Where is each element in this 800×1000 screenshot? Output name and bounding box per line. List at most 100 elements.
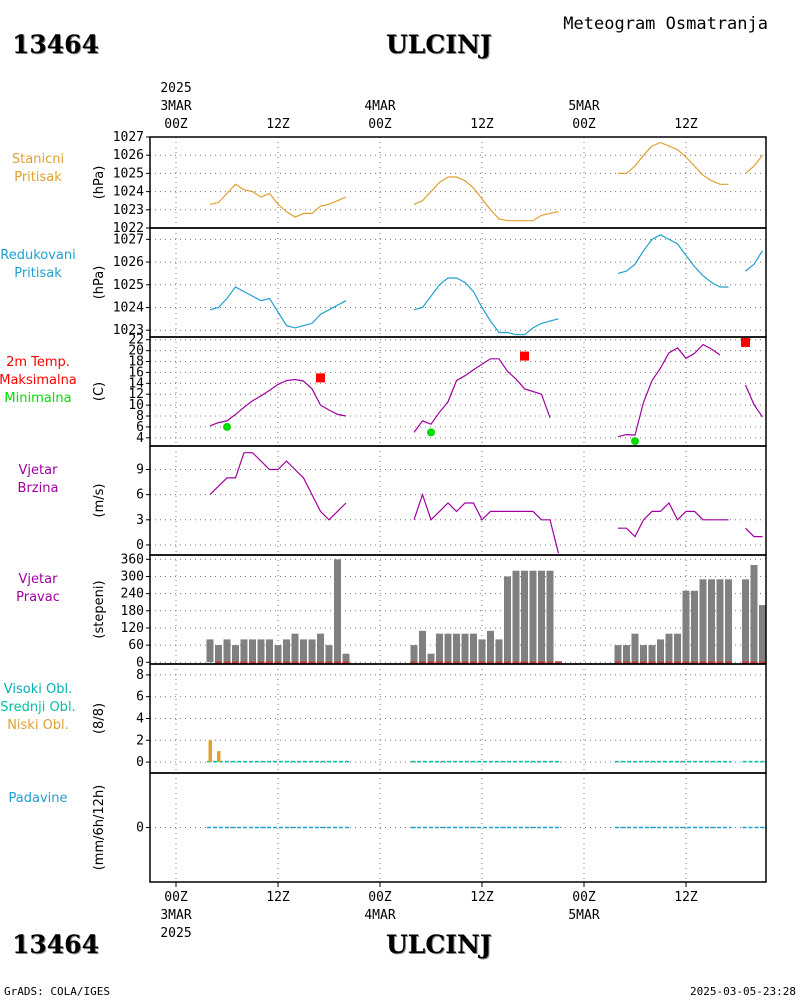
ylabel-dir: (stepeni) bbox=[92, 580, 107, 638]
wind-direction-base bbox=[436, 661, 443, 665]
ylabel-cloud: (8/8) bbox=[92, 703, 107, 734]
wind-direction-bar bbox=[725, 579, 732, 663]
wind-direction-base bbox=[657, 661, 664, 665]
wind-direction-base bbox=[240, 661, 248, 665]
panel-label-temp: Maksimalna bbox=[0, 373, 77, 388]
wind-direction-bar bbox=[529, 570, 537, 663]
wind-direction-bar bbox=[716, 579, 724, 663]
ytick-label-cloud: 2 bbox=[136, 733, 144, 748]
wind-direction-base bbox=[470, 661, 477, 665]
ytick-label-temp: 14 bbox=[128, 376, 144, 391]
series-line-temp bbox=[209, 378, 347, 427]
ytick-label-p1: 1027 bbox=[113, 130, 144, 145]
hour-label-bottom: 00Z bbox=[164, 890, 188, 905]
wind-direction-base bbox=[478, 661, 486, 665]
hour-label-top: 00Z bbox=[572, 117, 596, 132]
hour-label-bottom: 12Z bbox=[470, 890, 494, 905]
panel-frame-cloud bbox=[149, 663, 767, 774]
ytick-label-temp: 4 bbox=[136, 431, 144, 446]
wind-direction-bar bbox=[759, 605, 766, 663]
wind-direction-base bbox=[274, 661, 282, 665]
panel-label-temp: 2m Temp. bbox=[6, 355, 70, 370]
wind-direction-bar bbox=[538, 570, 545, 663]
wind-direction-bar bbox=[691, 590, 698, 663]
wind-direction-base bbox=[283, 661, 290, 665]
wind-direction-bar bbox=[665, 633, 673, 663]
panel-label-wind: Brzina bbox=[18, 481, 59, 496]
wind-direction-bar bbox=[436, 633, 443, 663]
wind-direction-bar bbox=[274, 645, 282, 663]
wind-direction-bar bbox=[504, 576, 511, 663]
panel-frame-p1 bbox=[149, 136, 767, 229]
panel-label-temp: Minimalna bbox=[4, 391, 71, 406]
ytick-label-p2: 1024 bbox=[113, 300, 144, 315]
series-line-p2 bbox=[413, 277, 559, 336]
wind-direction-base bbox=[750, 661, 758, 665]
ytick-label-p1: 1024 bbox=[113, 185, 144, 200]
ytick-label-temp: 10 bbox=[128, 398, 144, 413]
wind-direction-bar bbox=[750, 565, 758, 663]
wind-direction-base bbox=[699, 661, 707, 665]
ylabel-p1: (hPa) bbox=[92, 166, 107, 200]
series-line-p2 bbox=[209, 286, 347, 329]
ytick-label-temp: 8 bbox=[136, 409, 144, 424]
wind-direction-base bbox=[555, 661, 562, 665]
date-label-bottom: 5MAR bbox=[568, 908, 599, 923]
wind-direction-base bbox=[691, 661, 698, 665]
wind-direction-base bbox=[223, 661, 231, 665]
panel-label-p2: Pritisak bbox=[14, 266, 62, 281]
wind-direction-base bbox=[419, 661, 426, 665]
panel-frame-wind bbox=[149, 445, 767, 556]
ytick-label-dir: 180 bbox=[121, 604, 144, 619]
ytick-label-temp: 12 bbox=[128, 387, 144, 402]
series-line-p1 bbox=[209, 183, 347, 218]
wind-direction-bar bbox=[334, 559, 341, 663]
wind-direction-bar bbox=[206, 639, 214, 663]
min-temp-marker bbox=[631, 437, 639, 446]
wind-direction-bar bbox=[232, 645, 239, 663]
wind-direction-base bbox=[461, 661, 469, 665]
hour-label-top: 12Z bbox=[266, 117, 290, 132]
ytick-label-temp: 22 bbox=[128, 333, 144, 348]
wind-direction-base bbox=[444, 661, 452, 665]
wind-direction-bar bbox=[708, 579, 715, 663]
hour-label-bottom: 00Z bbox=[368, 890, 392, 905]
series-line-p2 bbox=[745, 250, 764, 272]
wind-direction-bar bbox=[419, 630, 426, 663]
ytick-label-p1: 1022 bbox=[113, 221, 144, 236]
wind-direction-base bbox=[308, 661, 316, 665]
ylabel-precip: (mm/6h/12h) bbox=[92, 785, 107, 871]
min-temp-marker bbox=[427, 428, 435, 437]
panel-label-precip: Padavine bbox=[9, 791, 68, 806]
panel-label-cloud: Visoki Obl. bbox=[4, 682, 72, 697]
series-line-p2 bbox=[617, 234, 729, 288]
wind-direction-base bbox=[665, 661, 673, 665]
wind-direction-base bbox=[410, 661, 418, 665]
panel-label-cloud: Srednji Obl. bbox=[0, 700, 75, 715]
ylabel-temp: (C) bbox=[92, 382, 107, 401]
wind-direction-base bbox=[614, 661, 622, 665]
hour-label-bottom: 00Z bbox=[572, 890, 596, 905]
wind-direction-bar bbox=[623, 645, 630, 663]
panel-label-p2: Redukovani bbox=[0, 248, 75, 263]
ytick-label-precip: 0 bbox=[136, 821, 144, 836]
series-line-wind bbox=[745, 527, 763, 538]
wind-direction-base bbox=[215, 661, 222, 665]
panel-label-p1: Stanicni bbox=[12, 152, 64, 167]
wind-direction-base bbox=[742, 661, 749, 665]
wind-direction-base bbox=[521, 661, 528, 665]
ytick-label-p2: 1026 bbox=[113, 255, 144, 270]
wind-direction-base bbox=[512, 661, 520, 665]
panel-label-wind: Vjetar bbox=[19, 463, 59, 478]
wind-direction-base bbox=[759, 661, 766, 665]
wind-direction-bar bbox=[266, 639, 273, 663]
ytick-label-temp: 16 bbox=[128, 365, 144, 380]
ytick-label-cloud: 6 bbox=[136, 690, 144, 705]
wind-direction-bar bbox=[495, 639, 503, 663]
series-line-p1 bbox=[618, 141, 729, 185]
wind-direction-base bbox=[300, 661, 307, 665]
wind-direction-base bbox=[674, 661, 681, 665]
ytick-label-dir: 0 bbox=[136, 655, 144, 670]
date-label-bottom: 4MAR bbox=[364, 908, 395, 923]
series-line-p1 bbox=[413, 176, 559, 222]
